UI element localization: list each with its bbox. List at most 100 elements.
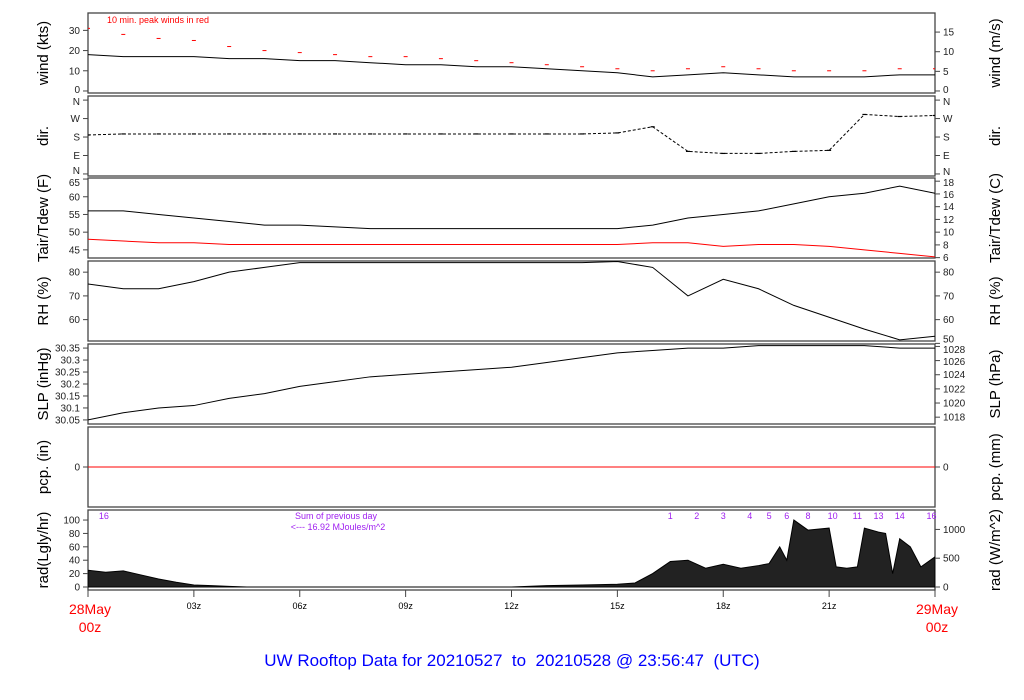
wind-ylabel-left: wind (kts) [35,21,52,86]
temp-ytick-right-label: 18 [943,178,955,189]
slp-ytick-right-label: 1024 [943,370,966,381]
temp-ytick-label: 65 [69,178,81,189]
rad-hour-mark: 4 [747,511,752,521]
rad-hour-mark: 6 [784,511,789,521]
rh-ytick-right-label: 60 [943,315,955,326]
panel-wind: wind (kts) wind (m/s) 0 10 20 30 0 5 10 15 10 min.… [35,12,1004,96]
slp-ytick-right-label: 1022 [943,384,966,395]
wind-data [88,27,935,78]
x-tick-label: 06z [292,601,307,611]
dir-ytick-label: N [73,166,80,177]
rh-ytick-right-label: 70 [943,291,955,302]
rad-hour-mark: 14 [895,511,905,521]
pcp-ytick-label: 0 [74,463,80,474]
chart-title: UW Rooftop Data for 20210527 to 20210528… [264,651,759,670]
rad-hour-mark: 2 [694,511,699,521]
slp-ylabel-left: SLP (inHg) [35,347,52,420]
x-axis: 03z 06z 09z 12z 15z 18z 21z [87,590,936,611]
slp-ytick-label: 30.15 [55,391,80,402]
tair-series [88,185,935,230]
slp-ytick-right-label: 1028 [943,345,966,356]
panel-pcp: pcp. (in) pcp. (mm) 0 0 [35,426,1004,508]
dir-ytick-label: N [73,97,80,108]
dir-ytick-right-label: N [943,167,950,178]
rad-hour-mark: 16 [99,511,109,521]
rad-hour-mark: 10 [828,511,838,521]
slp-ylabel-right: SLP (hPa) [987,350,1004,419]
slp-ytick-label: 30.35 [55,344,80,355]
dir-ytick-right-label: N [943,97,950,108]
rh-ytick-right-label: 50 [943,334,955,345]
temp-ytick-label: 50 [69,228,81,239]
rad-hour-mark: 16 [926,511,936,521]
wind-ytick-right-label: 15 [943,28,955,39]
rad-ytick-label: 80 [69,529,81,540]
daily-sum-value: <--- 16.92 MJoules/m^2 [291,522,386,532]
start-date-label: 28May [69,601,111,617]
end-date-label: 29May [916,601,958,617]
slp-ytick-label: 30.3 [61,356,81,367]
dir-frame [87,95,936,177]
pcp-ylabel-right: pcp. (mm) [987,433,1004,501]
wind-ylabel-right: wind (m/s) [987,18,1004,88]
slp-series [88,345,935,421]
panel-dir: dir. dir.N NE ES SW WN N [35,95,1004,178]
x-tick-label: 03z [187,601,202,611]
temp-ytick-right-label: 8 [943,240,949,251]
slp-ytick-right-label: 1020 [943,399,966,410]
panel-rh: RH (%) RH (%) 60 70 80 50 60 70 80 [35,260,1004,345]
rad-hour-mark: 3 [721,511,726,521]
x-tick-label: 18z [716,601,731,611]
dir-data [88,113,935,155]
temp-ytick-right-label: 6 [943,253,949,264]
speed-series [88,54,935,78]
panel-rad: rad(Lgly/hr) rad (W/m^2)02040608010005001… [35,509,1004,594]
rh-ytick-label: 80 [69,268,81,279]
slp-ytick-label: 30.25 [55,368,80,379]
rad-area [88,519,935,588]
dir-ytick-right-label: E [943,151,950,162]
temp-frame [87,177,936,259]
rh-ytick-label: 60 [69,315,81,326]
rh-data [88,261,935,341]
rh-ytick-label: 70 [69,291,81,302]
wind-ytick-right-label: 10 [943,47,955,58]
x-tick-label: 21z [822,601,837,611]
rad-hour-mark: 13 [874,511,884,521]
wind-ytick-label: 0 [74,85,80,96]
temp-ylabel-right: Tair/Tdew (C) [987,173,1004,263]
rad-hour-mark: 1 [668,511,673,521]
slp-ytick-right-label: 1026 [943,357,966,368]
pcp-ytick-right-label: 0 [943,463,949,474]
rh-ylabel-right: RH (%) [987,276,1004,325]
temp-ytick-right-label: 12 [943,215,955,226]
dir-ytick-right-label: W [943,114,953,125]
x-tick-label: 09z [398,601,413,611]
rh-frame [87,260,936,342]
panel-temp: Tair/Tdew (F) Tair/Tdew (C) 45 50 55 60 65 6 810… [35,173,1004,264]
rad-ytick-label: 0 [74,582,80,593]
rad-ytick-label: 60 [69,542,81,553]
slp-ytick-label: 30.05 [55,415,80,426]
pcp-ylabel-left: pcp. (in) [35,440,52,494]
rad-ytick-label: 40 [69,556,81,567]
rad-hour-mark: 5 [767,511,772,521]
rh-ylabel-left: RH (%) [35,276,52,325]
rad-ylabel-left: rad(Lgly/hr) [35,512,52,589]
slp-ytick-label: 30.2 [61,379,81,390]
temp-ytick-label: 45 [69,245,81,256]
wind-ytick-label: 20 [69,46,81,57]
dir-ytick-label: E [73,151,80,162]
temp-ytick-label: 60 [69,192,81,203]
dir-ylabel-left: dir. [35,126,52,146]
rad-ylabel-right: rad (W/m^2) [987,509,1004,591]
temp-ytick-right-label: 10 [943,228,955,239]
dir-series [88,113,935,154]
slp-data [88,345,935,421]
rad-hour-mark: 8 [805,511,810,521]
wind-ytick-label: 10 [69,66,81,77]
temp-ytick-label: 55 [69,210,81,221]
wind-ytick-label: 30 [69,26,81,37]
dir-ytick-label: W [71,114,81,125]
end-time-label: 00z [926,619,949,635]
